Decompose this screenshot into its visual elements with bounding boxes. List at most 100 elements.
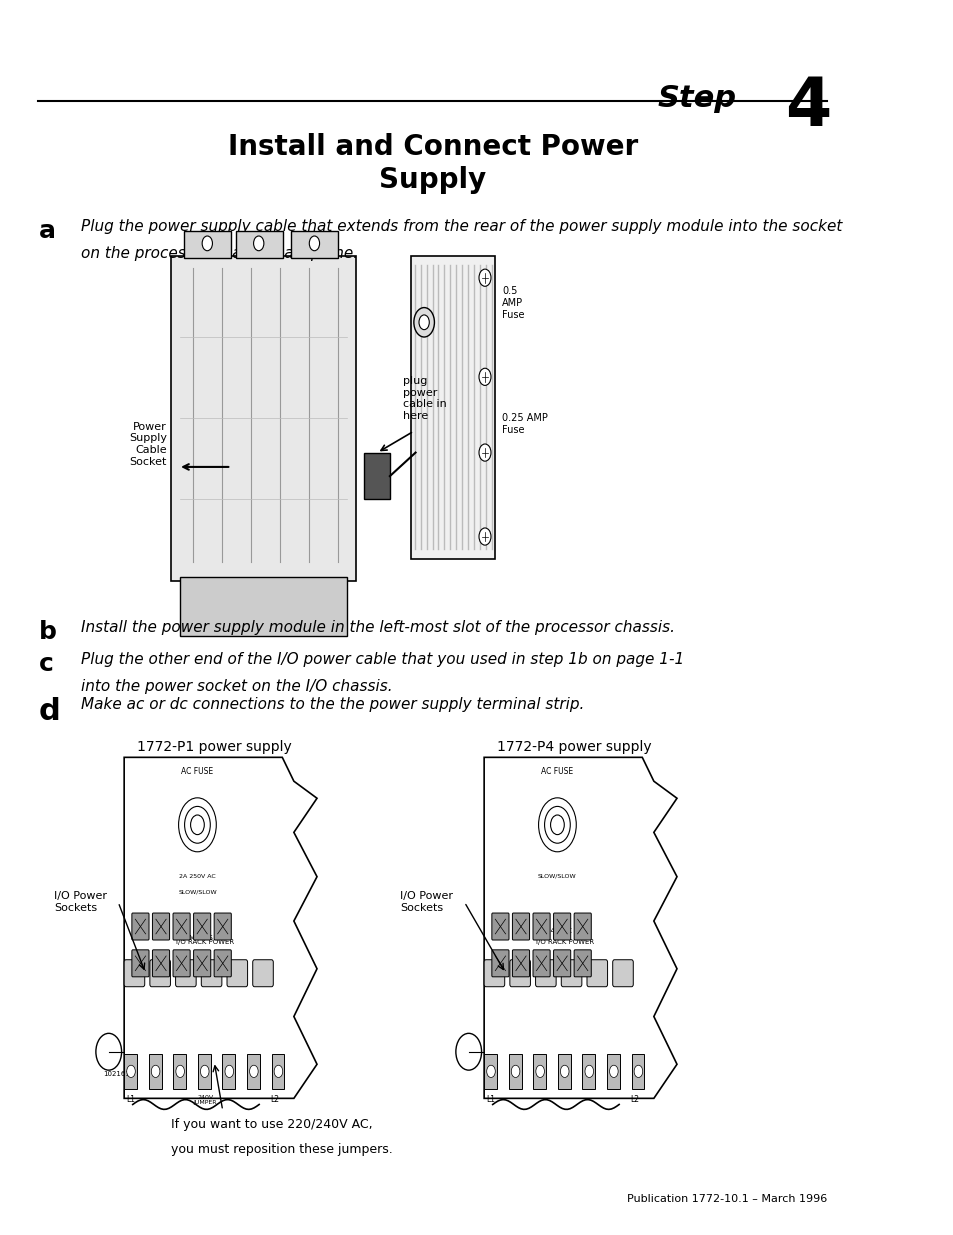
Text: L1: L1 xyxy=(127,1094,135,1104)
Text: plug
power
cable in
here: plug power cable in here xyxy=(402,377,446,421)
FancyBboxPatch shape xyxy=(213,913,231,940)
Circle shape xyxy=(478,527,491,545)
Text: AC FUSE: AC FUSE xyxy=(181,767,213,776)
Circle shape xyxy=(202,236,213,251)
Text: 1772-P4 power supply: 1772-P4 power supply xyxy=(497,740,651,755)
Text: L1: L1 xyxy=(486,1094,495,1104)
FancyBboxPatch shape xyxy=(272,1055,284,1088)
Text: b: b xyxy=(38,620,56,643)
Circle shape xyxy=(486,1066,495,1077)
Text: 240V
JUMPER: 240V JUMPER xyxy=(193,1094,216,1105)
Text: If you want to use 220/240V AC,: If you want to use 220/240V AC, xyxy=(172,1118,373,1131)
FancyBboxPatch shape xyxy=(152,913,170,940)
FancyBboxPatch shape xyxy=(150,960,171,987)
Circle shape xyxy=(511,1066,519,1077)
Circle shape xyxy=(478,445,491,461)
Circle shape xyxy=(309,236,319,251)
FancyBboxPatch shape xyxy=(483,960,504,987)
FancyBboxPatch shape xyxy=(560,960,581,987)
Circle shape xyxy=(414,308,434,337)
Polygon shape xyxy=(483,757,677,1098)
FancyBboxPatch shape xyxy=(172,913,190,940)
Text: on the processor chassis backplane.: on the processor chassis backplane. xyxy=(81,246,358,261)
Circle shape xyxy=(225,1066,233,1077)
FancyBboxPatch shape xyxy=(132,913,149,940)
Text: SLOW/SLOW: SLOW/SLOW xyxy=(537,874,577,879)
FancyBboxPatch shape xyxy=(222,1055,235,1088)
Text: 102161: 102161 xyxy=(103,1072,130,1077)
Text: L2: L2 xyxy=(629,1094,639,1104)
FancyBboxPatch shape xyxy=(574,950,591,977)
FancyBboxPatch shape xyxy=(411,256,495,558)
Circle shape xyxy=(250,1066,258,1077)
FancyBboxPatch shape xyxy=(492,913,509,940)
FancyBboxPatch shape xyxy=(512,913,529,940)
Circle shape xyxy=(559,1066,568,1077)
Circle shape xyxy=(274,1066,282,1077)
Circle shape xyxy=(127,1066,135,1077)
FancyBboxPatch shape xyxy=(124,1055,137,1088)
FancyBboxPatch shape xyxy=(535,960,556,987)
Text: + 24V DC -: + 24V DC - xyxy=(537,927,577,934)
FancyBboxPatch shape xyxy=(172,950,190,977)
Circle shape xyxy=(152,1066,160,1077)
FancyBboxPatch shape xyxy=(612,960,633,987)
FancyBboxPatch shape xyxy=(533,950,550,977)
FancyBboxPatch shape xyxy=(201,960,222,987)
Text: L2: L2 xyxy=(270,1094,279,1104)
FancyBboxPatch shape xyxy=(291,231,338,258)
Text: you must reposition these jumpers.: you must reposition these jumpers. xyxy=(172,1142,393,1156)
Text: into the power socket on the I/O chassis.: into the power socket on the I/O chassis… xyxy=(81,679,393,694)
Text: SLOW/SLOW: SLOW/SLOW xyxy=(178,890,216,895)
FancyBboxPatch shape xyxy=(172,256,355,580)
FancyBboxPatch shape xyxy=(582,1055,595,1088)
Text: Supply: Supply xyxy=(378,165,486,194)
FancyBboxPatch shape xyxy=(213,950,231,977)
Text: Publication 1772-10.1 – March 1996: Publication 1772-10.1 – March 1996 xyxy=(626,1194,826,1204)
FancyBboxPatch shape xyxy=(180,577,347,636)
Text: 1772-P1 power supply: 1772-P1 power supply xyxy=(136,740,292,755)
Text: AC
JUMPERS: AC JUMPERS xyxy=(182,927,213,941)
Text: c: c xyxy=(38,652,53,676)
FancyBboxPatch shape xyxy=(149,1055,161,1088)
Text: Install and Connect Power: Install and Connect Power xyxy=(228,133,638,161)
FancyBboxPatch shape xyxy=(586,960,607,987)
FancyBboxPatch shape xyxy=(512,950,529,977)
Circle shape xyxy=(584,1066,593,1077)
Text: d: d xyxy=(38,698,60,726)
FancyBboxPatch shape xyxy=(483,1055,497,1088)
Text: Make ac or dc connections to the the power supply terminal strip.: Make ac or dc connections to the the pow… xyxy=(81,698,584,713)
FancyBboxPatch shape xyxy=(227,960,248,987)
FancyBboxPatch shape xyxy=(253,960,273,987)
FancyBboxPatch shape xyxy=(553,950,570,977)
FancyBboxPatch shape xyxy=(124,960,145,987)
Text: AC FUSE: AC FUSE xyxy=(540,767,573,776)
Text: Plug the power supply cable that extends from the rear of the power supply modul: Plug the power supply cable that extends… xyxy=(81,219,841,233)
Text: 0.5
AMP
Fuse: 0.5 AMP Fuse xyxy=(501,287,524,320)
FancyBboxPatch shape xyxy=(175,960,196,987)
FancyBboxPatch shape xyxy=(173,1055,186,1088)
FancyBboxPatch shape xyxy=(197,1055,211,1088)
FancyBboxPatch shape xyxy=(509,960,530,987)
Circle shape xyxy=(200,1066,209,1077)
FancyBboxPatch shape xyxy=(553,913,570,940)
Polygon shape xyxy=(124,757,316,1098)
FancyBboxPatch shape xyxy=(184,231,231,258)
Text: I/O Power
Sockets: I/O Power Sockets xyxy=(399,892,453,913)
Text: Step: Step xyxy=(658,84,737,112)
Circle shape xyxy=(478,368,491,385)
Text: I/O RACK POWER: I/O RACK POWER xyxy=(176,939,234,945)
Circle shape xyxy=(418,315,429,330)
Circle shape xyxy=(536,1066,544,1077)
Text: I/O RACK POWER: I/O RACK POWER xyxy=(536,939,594,945)
FancyBboxPatch shape xyxy=(533,913,550,940)
FancyBboxPatch shape xyxy=(193,913,211,940)
Text: 0.25 AMP
Fuse: 0.25 AMP Fuse xyxy=(501,414,547,435)
Circle shape xyxy=(609,1066,618,1077)
FancyBboxPatch shape xyxy=(364,453,390,499)
FancyBboxPatch shape xyxy=(132,950,149,977)
FancyBboxPatch shape xyxy=(574,913,591,940)
Circle shape xyxy=(634,1066,642,1077)
Text: 4: 4 xyxy=(784,74,830,140)
FancyBboxPatch shape xyxy=(235,231,282,258)
